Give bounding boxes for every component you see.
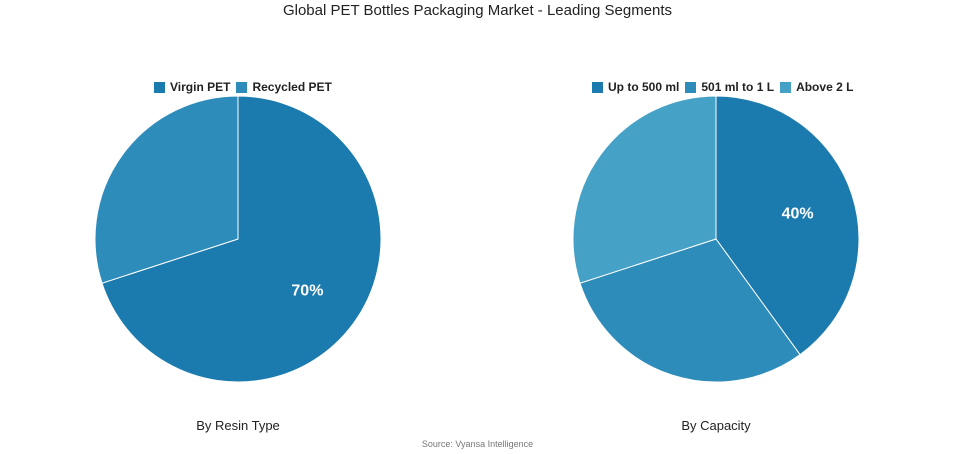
legend-swatch (592, 81, 603, 93)
chart-subtitle-resin-type: By Resin Type (196, 418, 280, 433)
legend-label: Above 2 L (796, 80, 854, 94)
legend-capacity: Up to 500 ml 501 ml to 1 L Above 2 L (592, 80, 853, 94)
pie-slice-recycled-pet[interactable] (94, 95, 239, 284)
legend-label: 501 ml to 1 L (701, 80, 775, 94)
legend-item-above-2l[interactable]: Above 2 L (780, 80, 853, 94)
pie-slice-up-to-500-ml[interactable] (715, 95, 860, 356)
legend-label: Virgin PET (170, 80, 231, 94)
pie-slice-above-2-l[interactable] (572, 95, 717, 284)
page-title: Global PET Bottles Packaging Market - Le… (282, 2, 673, 19)
legend-resin-type: Virgin PET Recycled PET (154, 80, 332, 94)
chart-subtitle-capacity: By Capacity (681, 418, 751, 433)
source-note: Source: Vyansa Intelligence (421, 439, 534, 449)
data-label: 40% (782, 205, 814, 222)
legend-item-up-to-500ml[interactable]: Up to 500 ml (592, 80, 679, 94)
legend-label: Recycled PET (252, 80, 332, 94)
legend-swatch (154, 81, 165, 93)
legend-item-501ml-to-1l[interactable]: 501 ml to 1 L (685, 80, 774, 94)
data-label: 70% (291, 282, 323, 299)
legend-label: Up to 500 ml (608, 80, 680, 94)
legend-swatch (780, 81, 792, 93)
legend-item-virgin-pet[interactable]: Virgin PET (154, 80, 230, 94)
pie-capacity: 40% (572, 95, 860, 383)
pie-slice-501-ml-to-1-l[interactable] (579, 238, 801, 383)
legend-item-recycled-pet[interactable]: Recycled PET (236, 80, 332, 94)
legend-swatch (685, 81, 697, 93)
pie-resin-type: 70% (94, 95, 382, 383)
pie-slice-virgin-pet[interactable] (101, 95, 382, 383)
legend-swatch (236, 81, 248, 93)
